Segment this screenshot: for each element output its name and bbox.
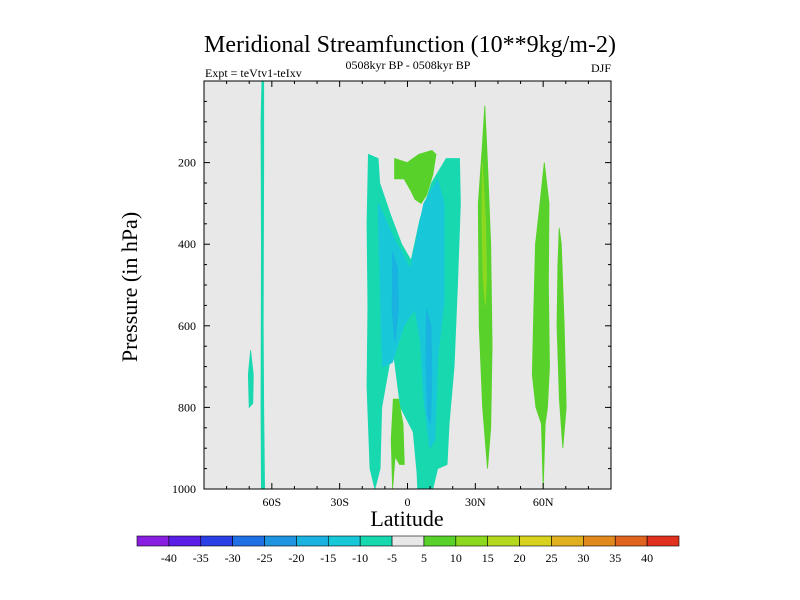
y-tick-label: 1000 — [172, 482, 196, 496]
colorbar-label: 40 — [641, 551, 653, 565]
colorbar-swatch — [487, 535, 520, 547]
y-axis-title: Pressure (in hPa) — [117, 212, 142, 362]
colorbar-swatch — [391, 535, 425, 547]
colorbar-swatch — [168, 535, 202, 547]
experiment-label: Expt = teVtv1-teIxv — [205, 66, 302, 80]
x-axis-title: Latitude — [370, 506, 443, 531]
titles: Meridional Streamfunction (10**9kg/m-2) … — [204, 32, 616, 80]
contour-pos-10-30N — [481, 162, 488, 306]
contour-pos-5-60N-west — [531, 162, 550, 489]
colorbar: -40 -35 -30 -25 -20 -15 -10 -5 5 10 15 20 25 30 35 40 — [136, 535, 680, 565]
colorbar-label: 35 — [609, 551, 621, 565]
colorbar-label: -15 — [320, 551, 336, 565]
colorbar-swatch — [136, 535, 170, 547]
colorbar-swatch — [614, 535, 648, 547]
time-range-label: 0508kyr BP - 0508kyr BP — [346, 58, 471, 72]
colorbar-swatch — [583, 535, 616, 547]
colorbar-label: 15 — [482, 551, 494, 565]
colorbar-label: -35 — [193, 551, 209, 565]
colorbar-label: -10 — [352, 551, 368, 565]
x-tick-label: 60S — [262, 495, 281, 509]
colorbar-swatch — [200, 535, 233, 547]
y-tick-label: 800 — [178, 400, 196, 414]
colorbar-swatch — [327, 535, 361, 547]
contour-neg-15-left — [391, 252, 399, 343]
contour-fill-layer — [247, 81, 567, 489]
x-tick-label: 60N — [533, 495, 554, 509]
colorbar-swatch — [646, 535, 680, 547]
colorbar-swatch — [296, 535, 329, 547]
colorbar-label: -40 — [161, 551, 177, 565]
season-label: DJF — [591, 61, 611, 75]
y-tick-label: 200 — [178, 156, 196, 170]
colorbar-label: 20 — [514, 551, 526, 565]
contour-neg-5-far-south-b — [247, 350, 254, 409]
contour-pos-5-upper — [394, 149, 437, 204]
colorbar-label: -20 — [288, 551, 304, 565]
colorbar-swatch — [359, 535, 393, 547]
colorbar-label: 30 — [577, 551, 589, 565]
colorbar-label: 5 — [421, 551, 427, 565]
colorbar-swatch — [423, 535, 457, 547]
colorbar-swatch — [232, 535, 265, 547]
plot-frame — [203, 80, 612, 490]
colorbar-label: 10 — [450, 551, 462, 565]
colorbar-swatch — [519, 535, 552, 547]
colorbar-label: -30 — [225, 551, 241, 565]
x-tick-label: 30S — [330, 495, 349, 509]
x-tick-label: 0 — [405, 495, 411, 509]
colorbar-label: -25 — [257, 551, 273, 565]
y-tick-label: 400 — [178, 237, 196, 251]
colorbar-label: 25 — [545, 551, 557, 565]
x-tick-label: 30N — [465, 495, 486, 509]
contour-pos-5-60N-east — [556, 227, 567, 449]
contour-pos-5-lower — [390, 398, 405, 489]
colorbar-swatch — [264, 535, 297, 547]
contour-neg-5-far-south-a — [260, 81, 266, 489]
chart-title: Meridional Streamfunction (10**9kg/m-2) — [204, 32, 616, 58]
colorbar-swatch — [455, 535, 489, 547]
colorbar-swatch — [551, 535, 584, 547]
contour-neg-15-center — [425, 309, 433, 424]
colorbar-label: -5 — [387, 551, 397, 565]
y-tick-label: 600 — [178, 319, 196, 333]
